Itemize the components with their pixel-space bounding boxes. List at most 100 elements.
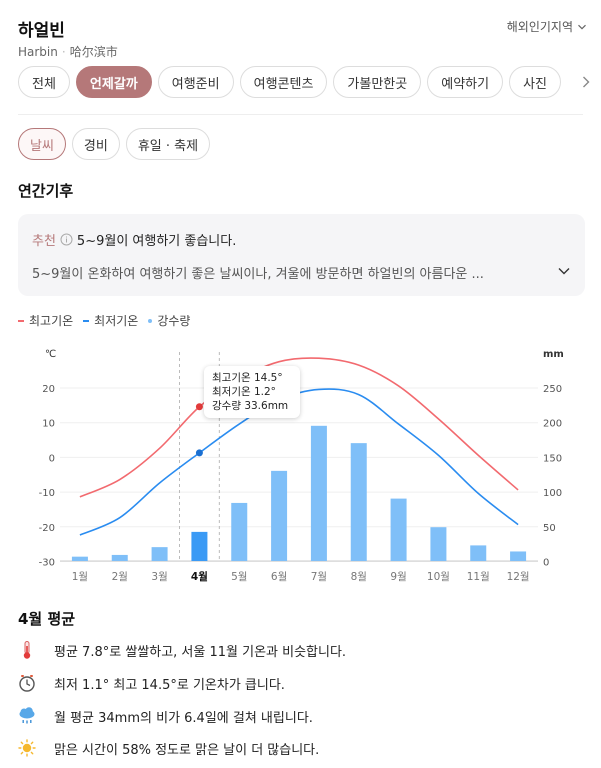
- legend-max-label: 최고기온: [29, 314, 74, 328]
- y-left-tick-label: 20: [42, 384, 55, 395]
- y-left-unit: ℃: [45, 349, 56, 360]
- rain-bar: [510, 551, 527, 561]
- thermometer-icon: [23, 641, 31, 659]
- rain-bar: [390, 498, 407, 561]
- stat-text-sun: 맑은 시간이 58% 정도로 맑은 날이 더 많습니다.: [54, 742, 320, 758]
- stat-text-temperature: 평균 7.8°로 쌀쌀하고, 서울 11월 기온과 비슷합니다.: [54, 644, 347, 660]
- sun-icon: [18, 739, 36, 757]
- y-right-tick-label: 100: [543, 488, 562, 499]
- x-tick-label: 6월: [271, 571, 287, 583]
- info-icon[interactable]: [60, 233, 73, 246]
- legend-min-swatch: [83, 319, 90, 322]
- stat-row-rain: 월 평균 34mm의 비가 6.4일에 걸쳐 내립니다.: [18, 704, 313, 728]
- y-left-tick-label: 10: [42, 419, 55, 430]
- separator-dot: ·: [61, 45, 66, 59]
- rain-bar: [470, 545, 487, 561]
- stat-text-rain: 월 평균 34mm의 비가 6.4일에 걸쳐 내립니다.: [54, 710, 313, 726]
- tab-prep[interactable]: 여행준비: [157, 66, 234, 98]
- y-right-unit: mm: [543, 349, 564, 360]
- subtab-cost[interactable]: 경비: [71, 128, 120, 160]
- rain-bar: [191, 531, 208, 561]
- y-left-tick-label: -10: [39, 488, 55, 499]
- legend-rain: 강수량: [148, 312, 190, 329]
- city-title: 하얼빈: [18, 21, 65, 41]
- chevron-right-icon[interactable]: [579, 74, 593, 90]
- stat-row-temperature: 평균 7.8°로 쌀쌀하고, 서울 11월 기온과 비슷합니다.: [18, 638, 346, 662]
- legend-max-temp: 최고기온: [18, 312, 73, 329]
- tab-all[interactable]: 전체: [18, 66, 70, 98]
- x-tick-label: 7월: [311, 571, 327, 583]
- tab-booking[interactable]: 예약하기: [427, 66, 504, 98]
- recommendation-detail: 5~9월이 온화하여 여행하기 좋은 날씨이나, 겨울에 방문하면 하얼빈의 아…: [32, 267, 484, 282]
- x-tick-label: 4월: [191, 570, 208, 583]
- max-temp-point: [195, 403, 203, 411]
- subtab-weather[interactable]: 날씨: [18, 128, 66, 160]
- recommendation-text: 5~9월이 여행하기 좋습니다.: [76, 234, 237, 249]
- min-temp-point: [195, 449, 203, 457]
- region-dropdown-label: 해외인기지역: [506, 20, 573, 34]
- city-subtitle: Harbin · 哈尔滨市: [18, 43, 118, 60]
- y-right-tick-label: 50: [543, 523, 556, 534]
- max-temp-line: [79, 357, 519, 498]
- y-right-tick-label: 200: [543, 419, 562, 430]
- y-right-tick-label: 0: [543, 558, 549, 569]
- region-dropdown[interactable]: 해외인기지역: [507, 18, 587, 35]
- tab-when-to-go[interactable]: 언제갈까: [75, 66, 152, 98]
- x-tick-label: 8월: [351, 571, 367, 583]
- legend-rain-label: 강수량: [157, 314, 191, 328]
- tooltip-rain: 강수량 33.6mm: [212, 400, 289, 412]
- subtab-holidays[interactable]: 휴일 · 축제: [125, 128, 211, 160]
- header: 하얼빈 Harbin · 哈尔滨市 해외인기지역: [18, 14, 587, 60]
- x-tick-label: 1월: [72, 571, 88, 583]
- rain-bar: [231, 502, 248, 561]
- rain-bar: [350, 443, 367, 561]
- x-tick-label: 10월: [427, 571, 450, 583]
- stat-row-range: 최저 1.1° 최고 14.5°로 기온차가 큽니다.: [18, 671, 285, 695]
- tab-places[interactable]: 가볼만한곳: [333, 66, 422, 98]
- city-name-cn: 哈尔滨市: [69, 45, 118, 59]
- stat-text-range: 최저 1.1° 최고 14.5°로 기온차가 큽니다.: [54, 677, 285, 693]
- legend-max-swatch: [18, 319, 24, 322]
- chart-legend: 최고기온 최저기온 강수량: [18, 312, 190, 329]
- rain-bar: [151, 547, 168, 561]
- x-tick-label: 12월: [507, 571, 530, 583]
- main-tabs: 전체 언제갈까 여행준비 여행콘텐츠 가볼만한곳 예약하기 사진: [18, 66, 601, 100]
- month-average-title: 4월 평균: [18, 610, 76, 628]
- tooltip-min: 최저기온 1.2°: [212, 386, 276, 398]
- rain-bar: [430, 527, 447, 561]
- tab-content[interactable]: 여행콘텐츠: [239, 66, 328, 98]
- y-left-tick-label: -20: [39, 523, 55, 534]
- divider: [18, 114, 583, 115]
- rain-cloud-icon: [19, 707, 35, 724]
- stat-row-sun: 맑은 시간이 58% 정도로 맑은 날이 더 많습니다.: [18, 736, 319, 760]
- city-name-en: Harbin: [18, 45, 58, 59]
- x-tick-label: 3월: [151, 571, 167, 583]
- tooltip-max: 최고기온 14.5°: [212, 372, 283, 384]
- recommendation-tag: 추천: [32, 234, 56, 249]
- x-tick-label: 11월: [467, 571, 490, 583]
- climate-title: 연간기후: [18, 182, 74, 200]
- tab-photos[interactable]: 사진: [509, 66, 561, 98]
- clock-icon: [19, 675, 35, 692]
- rain-bar: [271, 470, 288, 561]
- legend-min-temp: 최저기온: [83, 312, 138, 329]
- recommendation-summary: 추천 5~9월이 여행하기 좋습니다.: [32, 230, 236, 249]
- chart-tooltip: 최고기온 14.5° 최저기온 1.2° 강수량 33.6mm: [204, 366, 300, 418]
- rain-bar: [111, 554, 128, 561]
- chevron-down-icon: [578, 24, 586, 30]
- sub-tabs: 날씨 경비 휴일 · 축제: [18, 128, 211, 160]
- y-right-tick-label: 150: [543, 453, 562, 464]
- legend-min-label: 최저기온: [94, 314, 139, 328]
- x-tick-label: 5월: [231, 571, 247, 583]
- rain-bar: [71, 556, 88, 561]
- y-right-tick-label: 250: [543, 384, 562, 395]
- x-tick-label: 2월: [112, 571, 128, 583]
- x-tick-label: 9월: [390, 571, 406, 583]
- rain-bar: [310, 425, 327, 561]
- recommendation-box: 추천 5~9월이 여행하기 좋습니다. 5~9월이 온화하여 여행하기 좋은 날…: [18, 214, 585, 296]
- climate-chart[interactable]: ℃ mm 20 250 10 200 0 150 -10 100 -20 50 -30 0 1월 2월 3월 4월…: [0, 338, 601, 588]
- y-left-tick-label: 0: [49, 453, 55, 464]
- y-left-tick-label: -30: [39, 558, 55, 569]
- legend-rain-swatch: [148, 318, 153, 323]
- chevron-down-icon[interactable]: [557, 264, 571, 278]
